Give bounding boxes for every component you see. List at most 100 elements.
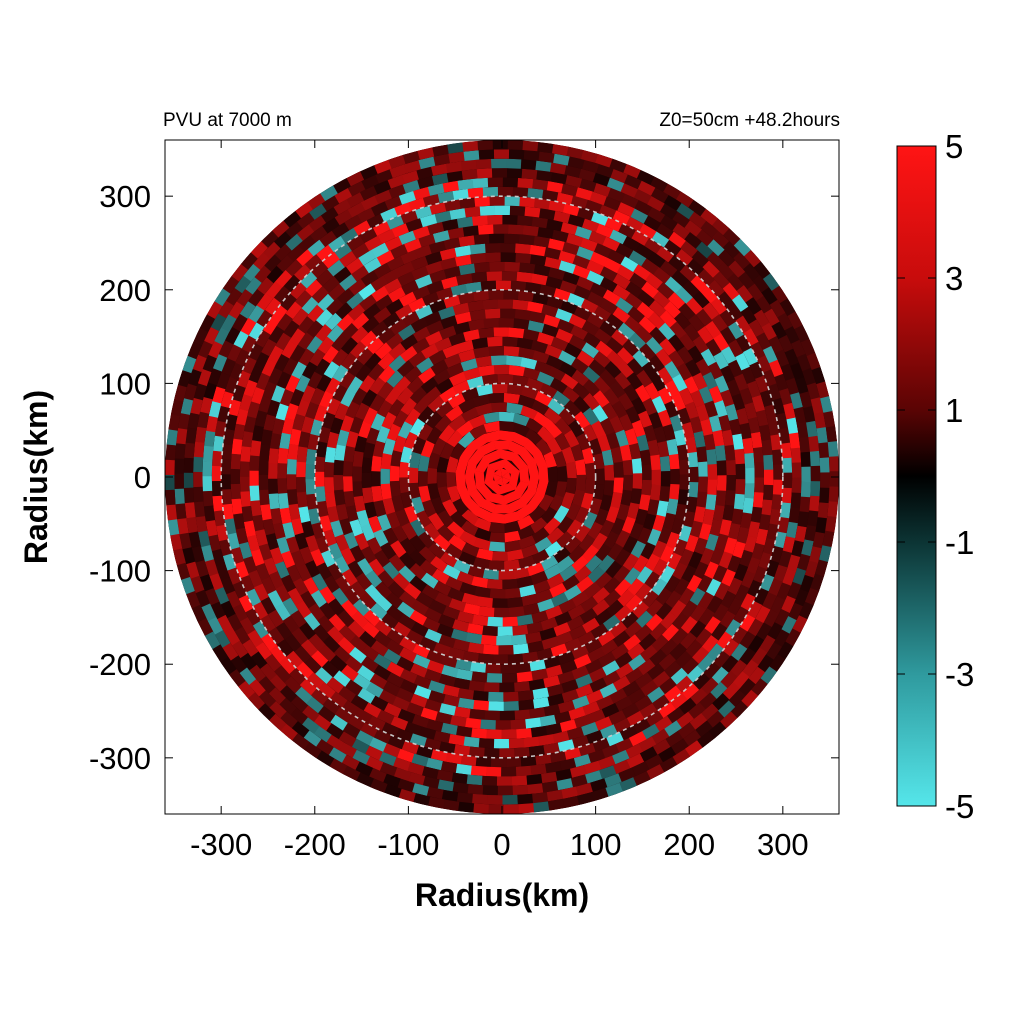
field-cell [695, 720, 714, 738]
field-cell [593, 182, 611, 197]
field-cell [287, 489, 298, 506]
field-cell [432, 230, 450, 243]
field-cell [301, 361, 318, 380]
field-cell [280, 574, 296, 593]
field-cell [600, 417, 615, 436]
field-cell [409, 386, 427, 404]
field-cell [486, 214, 503, 225]
field-cell [577, 792, 595, 805]
field-cell [669, 483, 680, 500]
field-cell [445, 161, 463, 173]
field-cell [389, 465, 400, 482]
field-cell [507, 653, 524, 665]
field-cell [242, 356, 257, 375]
field-cell [289, 344, 306, 363]
field-cell [332, 178, 351, 194]
field-cell [284, 676, 302, 694]
field-cell [538, 734, 555, 746]
field-cell [701, 703, 719, 721]
field-cell [591, 787, 609, 802]
field-cell [403, 582, 422, 600]
field-cell [239, 301, 256, 319]
field-cell [496, 635, 512, 646]
field-cell [296, 212, 315, 229]
field-cell [775, 412, 788, 430]
field-cell [816, 381, 830, 399]
field-cell [720, 711, 738, 729]
field-cell [555, 308, 573, 323]
field-cell [258, 690, 277, 708]
field-cell [553, 622, 572, 637]
field-cell [226, 590, 242, 609]
field-cell [288, 328, 306, 347]
field-cell [623, 474, 633, 491]
field-cell [660, 638, 679, 656]
field-cell [272, 522, 286, 540]
field-cell [519, 447, 536, 465]
field-cell [695, 308, 713, 327]
field-cell [197, 340, 213, 359]
field-cell [201, 545, 214, 563]
field-cell [551, 592, 569, 608]
field-cell [446, 170, 463, 183]
field-cell [377, 709, 395, 725]
field-cell [441, 722, 458, 736]
field-cell [310, 261, 329, 279]
field-cell [512, 187, 529, 198]
field-cell [198, 530, 211, 548]
field-cell [570, 195, 588, 209]
field-cell [691, 250, 709, 268]
field-cell [790, 339, 806, 358]
field-cell [717, 249, 736, 267]
field-cell [345, 401, 360, 419]
field-cell [377, 570, 395, 588]
field-cell [207, 368, 222, 386]
field-cell [718, 414, 732, 432]
field-cell [663, 183, 681, 200]
field-cell [501, 271, 518, 281]
field-cell [794, 525, 807, 543]
field-cell [246, 588, 262, 607]
field-cell [679, 697, 697, 715]
field-cell [648, 354, 665, 373]
field-cell [659, 756, 678, 773]
field-cell [516, 575, 534, 589]
field-cell [498, 483, 517, 496]
field-cell [390, 716, 409, 731]
field-cell [625, 667, 644, 684]
field-cell [651, 634, 669, 652]
field-cell [421, 499, 437, 518]
field-cell [275, 332, 292, 351]
field-cell [452, 619, 470, 633]
field-cell [295, 201, 313, 219]
field-cell [408, 297, 426, 313]
field-cell [531, 527, 550, 544]
field-cell [296, 564, 312, 582]
field-cell [687, 451, 699, 468]
field-cell [491, 168, 508, 178]
field-cell [604, 217, 623, 232]
field-cell [392, 525, 408, 544]
field-cell [619, 777, 638, 792]
field-cell [582, 701, 601, 716]
field-cell [197, 618, 214, 637]
field-cell [484, 308, 501, 319]
field-cell [360, 656, 379, 673]
field-cell [528, 745, 546, 757]
field-cell [408, 549, 427, 567]
field-cell [711, 313, 728, 332]
field-cell [759, 634, 776, 653]
field-cell [590, 211, 609, 226]
field-cell [575, 187, 593, 201]
field-cell [474, 586, 491, 599]
field-cell [383, 278, 402, 294]
field-cell [700, 285, 718, 304]
field-cell [487, 795, 503, 805]
field-cell [322, 251, 340, 269]
field-cell [228, 301, 245, 320]
field-cell [396, 687, 415, 703]
field-cell [353, 673, 372, 691]
field-cell [446, 471, 457, 488]
field-cell [636, 369, 653, 388]
field-cell [517, 394, 536, 409]
